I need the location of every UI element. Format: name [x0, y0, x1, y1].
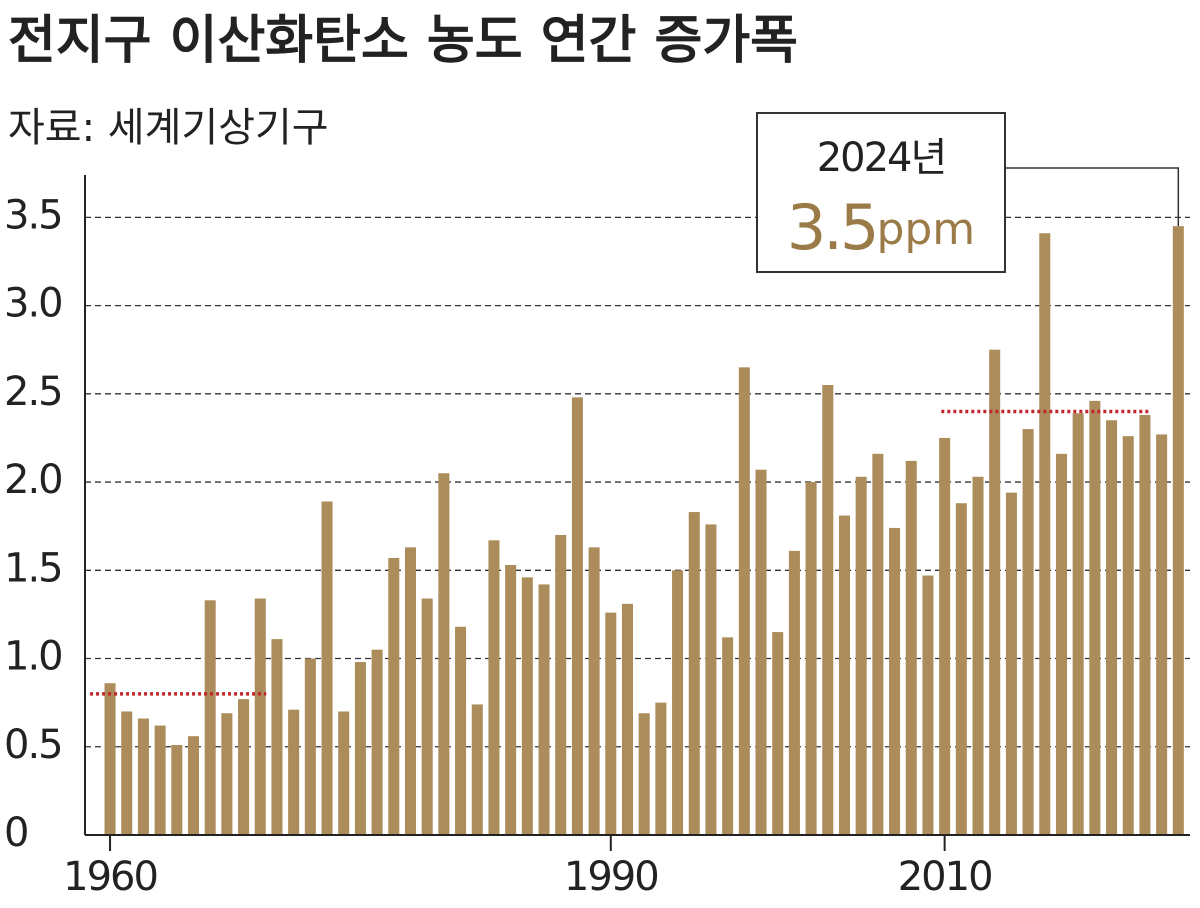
bar [321, 501, 333, 835]
bar [822, 385, 834, 835]
bar [738, 367, 750, 835]
bar [889, 527, 901, 835]
bar [955, 503, 967, 835]
bar [137, 718, 149, 835]
bar [588, 547, 600, 835]
bar [788, 550, 800, 835]
bar [505, 565, 517, 835]
bar [471, 704, 483, 835]
bar [371, 649, 383, 835]
bar [1072, 413, 1084, 835]
chart-title: 전지구 이산화탄소 농도 연간 증가폭 [8, 11, 798, 71]
bar [555, 535, 567, 835]
bar [621, 603, 633, 835]
bar [1055, 453, 1067, 835]
chart-subtitle: 자료: 세계기상기구 [8, 105, 329, 151]
y-tick-label: 0.5 [4, 722, 62, 768]
bar [388, 557, 400, 835]
bar [104, 683, 116, 835]
y-tick-label: 3.0 [4, 281, 62, 327]
bar [404, 547, 416, 835]
y-tick-label: 0 [4, 810, 27, 856]
bar [187, 736, 200, 835]
annotation-box [756, 112, 1006, 273]
bar [571, 397, 583, 835]
y-tick-label: 1.5 [4, 545, 62, 591]
bar [1106, 420, 1118, 835]
y-tick-label: 2.0 [4, 457, 62, 503]
bar [171, 745, 183, 835]
y-tick-label: 3.5 [4, 192, 62, 238]
bar [638, 713, 650, 835]
bar [722, 637, 734, 835]
x-tick-label: 2010 [898, 854, 992, 900]
bar [655, 702, 667, 835]
y-tick-label: 2.5 [4, 369, 62, 415]
y-tick-label: 1.0 [4, 634, 62, 680]
bar [1139, 415, 1151, 835]
bar [421, 598, 433, 835]
bar [521, 577, 533, 835]
bar [905, 460, 917, 835]
x-tick-label: 1990 [564, 854, 658, 900]
annotation-label: 2024년 [817, 135, 946, 181]
bar [1156, 434, 1168, 835]
bar [288, 709, 300, 835]
bar [304, 658, 316, 835]
bar [1022, 429, 1034, 835]
annotation-unit: ppm [876, 204, 975, 255]
bar [1039, 233, 1051, 835]
bar [939, 437, 951, 835]
annotation-number: 3.5 [787, 191, 877, 264]
bar [872, 453, 884, 835]
bar [238, 699, 250, 835]
bar [455, 626, 467, 835]
bar [1005, 492, 1017, 835]
annotation-value: 3.5ppm [787, 191, 975, 264]
bar [688, 512, 700, 835]
x-tick-label: 1960 [63, 854, 157, 900]
bar [354, 662, 366, 835]
annotation-connector [1005, 167, 1180, 227]
bar [338, 711, 350, 835]
bar [972, 476, 984, 835]
bar [922, 575, 934, 835]
bar [772, 632, 784, 835]
bar [488, 540, 500, 835]
bar [605, 612, 617, 835]
bar [838, 515, 850, 835]
bar [154, 725, 166, 835]
bar [805, 482, 817, 835]
bar [705, 524, 717, 835]
bar [204, 600, 216, 835]
bar [755, 469, 767, 835]
bar [1172, 226, 1184, 836]
bar [438, 473, 450, 835]
bar [989, 349, 1001, 835]
bar [271, 639, 283, 835]
bar [855, 476, 867, 835]
bar [121, 711, 133, 835]
bar [254, 598, 266, 835]
bar [672, 570, 684, 835]
bar [221, 713, 233, 835]
bar [1089, 400, 1101, 835]
bar [1122, 436, 1134, 835]
bar [538, 584, 550, 835]
